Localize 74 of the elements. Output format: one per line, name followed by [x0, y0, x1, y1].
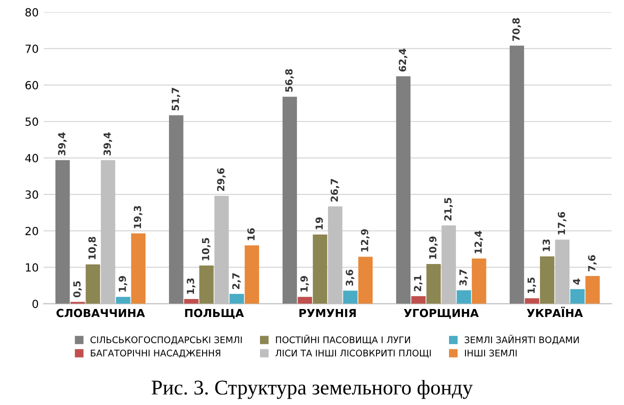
data-label: 2,1: [414, 275, 423, 292]
data-label: 19: [316, 217, 323, 230]
data-label: 1,9: [300, 276, 309, 292]
data-label: 2,7: [232, 273, 241, 289]
data-label: 21,5: [444, 198, 453, 220]
bar: [570, 289, 585, 304]
bar: [312, 234, 328, 304]
data-label: 39,4: [104, 132, 112, 156]
data-label: 51,7: [172, 88, 180, 110]
y-tick-label: 20: [25, 226, 38, 236]
y-tick-label: 0: [32, 300, 38, 308]
x-tick-label: РУМУНІЯ: [299, 308, 356, 318]
bar: [55, 160, 70, 304]
legend-label: ЛІСИ ТА ІНШІ ЛІСОВКРИТІ ПЛОЩІ: [276, 350, 431, 358]
data-label: 56,8: [285, 69, 294, 92]
data-label: 16: [247, 228, 255, 240]
bar: [456, 290, 472, 304]
bar: [282, 96, 297, 304]
bar: [510, 46, 524, 304]
y-tick-label: 80: [25, 8, 38, 17]
bar: [396, 76, 411, 304]
bar: [199, 265, 214, 304]
x-tick-label: УГОРЩИНА: [404, 308, 479, 319]
y-tick-label: 60: [25, 81, 38, 90]
data-label: 62,4: [398, 48, 408, 72]
data-label: 17,6: [558, 212, 566, 234]
data-label: 70,8: [512, 18, 521, 41]
data-label: 10,5: [202, 238, 211, 260]
legend-label: ПОСТІЙНІ ПАСОВИЩА І ЛУГИ: [276, 334, 410, 345]
bar: [86, 264, 100, 304]
y-tick-label: 10: [26, 263, 38, 272]
data-label: 1,5: [528, 278, 536, 294]
data-label: 1,3: [186, 278, 196, 294]
data-label: 4: [573, 278, 580, 285]
data-label: 1,9: [118, 276, 128, 292]
bar: [168, 115, 184, 304]
bar: [540, 256, 554, 304]
bar: [244, 245, 260, 304]
data-label: 7,6: [588, 255, 597, 272]
data-label: 10,9: [429, 236, 438, 259]
x-tick-label: СЛОВАЧЧИНА: [56, 308, 145, 318]
legend-label: ІНШІ ЗЕМЛІ: [465, 350, 517, 356]
data-label: 26,7: [330, 179, 340, 202]
bar: [411, 296, 426, 304]
bar: [184, 299, 199, 304]
data-label: 12,9: [360, 229, 370, 252]
bar: [298, 296, 312, 304]
bar: [116, 296, 130, 304]
y-tick-label: 50: [26, 117, 38, 126]
legend-label: ЗЕМЛІ ЗАЙНЯТІ ВОДАМИ: [464, 334, 579, 345]
data-label: 39,4: [58, 132, 67, 156]
data-label: 12,4: [474, 230, 484, 254]
y-tick-label: 70: [26, 44, 38, 53]
bar: [131, 233, 146, 304]
data-label: 10,8: [88, 236, 97, 260]
x-tick-label: УКРАЇНА: [526, 306, 583, 318]
data-label: 29,6: [217, 168, 226, 191]
bar: [472, 258, 486, 304]
bar: [230, 294, 244, 304]
legend-label: БАГАТОРІЧНІ НАСАДЖЕННЯ: [90, 350, 220, 358]
data-label: 13: [542, 239, 550, 252]
data-label: 3,6: [346, 270, 354, 286]
bar: [343, 290, 358, 304]
data-label: 3,7: [459, 270, 468, 286]
x-tick-label: ПОЛЬЩА: [185, 308, 244, 319]
bar: [585, 276, 600, 304]
y-tick-label: 40: [25, 154, 38, 162]
legend-label: СІЛЬСЬКОГОСПОДАРСЬКІ ЗЕМЛІ: [90, 336, 242, 345]
data-label: 19,3: [134, 206, 142, 228]
bar: [426, 264, 441, 304]
text: Рис. 3. Структура земельного фонду: [152, 380, 473, 399]
y-tick-label: 30: [26, 190, 38, 199]
bar: [358, 256, 373, 304]
data-label: 0,5: [73, 281, 82, 298]
